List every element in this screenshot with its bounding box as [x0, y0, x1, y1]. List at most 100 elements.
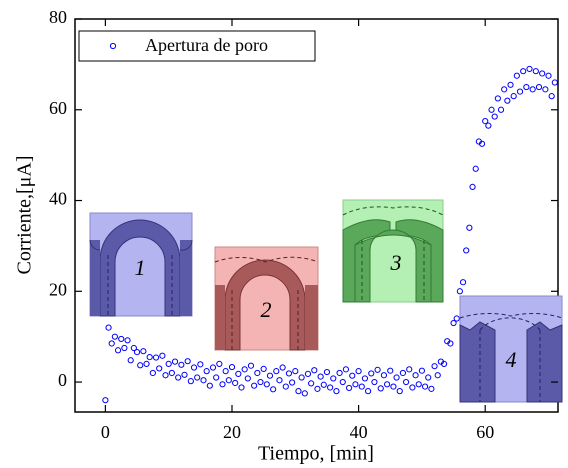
- data-point: [149, 369, 156, 377]
- plot-frame: [74, 18, 559, 413]
- data-point: [491, 113, 498, 120]
- data-point: [137, 362, 144, 369]
- data-point: [494, 95, 501, 102]
- inset-3: 3: [342, 199, 444, 303]
- data-point: [352, 381, 359, 388]
- inset-label: 4: [506, 347, 517, 372]
- data-point: [364, 388, 372, 395]
- data-point: [257, 378, 264, 386]
- x-axis-label: Tiempo, [min]: [258, 443, 374, 465]
- data-point: [323, 368, 331, 376]
- data-point: [406, 366, 413, 373]
- data-point: [190, 364, 198, 371]
- y-tick-label: 20: [49, 279, 67, 299]
- y-axis-label: Corriente,[μA]: [14, 155, 36, 274]
- data-point: [529, 86, 536, 93]
- data-point: [383, 381, 391, 388]
- data-point: [127, 357, 134, 364]
- data-point: [311, 367, 318, 374]
- data-point: [380, 372, 388, 379]
- data-point: [247, 362, 255, 369]
- data-point: [111, 333, 118, 340]
- data-point: [276, 377, 283, 384]
- data-point: [260, 365, 267, 372]
- x-tick-label: 0: [101, 422, 110, 442]
- data-point: [266, 372, 274, 379]
- data-point: [105, 324, 112, 331]
- data-point: [289, 379, 296, 386]
- data-point: [339, 378, 346, 386]
- data-point: [456, 288, 463, 295]
- data-point: [342, 366, 350, 373]
- data-point: [358, 383, 365, 390]
- inset-label: 3: [390, 250, 402, 275]
- data-point: [488, 106, 495, 113]
- data-point: [118, 335, 125, 343]
- inset-2: 2: [214, 246, 319, 351]
- data-point: [374, 366, 381, 373]
- data-point: [428, 385, 435, 392]
- data-point: [251, 382, 258, 389]
- data-point: [513, 72, 520, 79]
- data-point: [216, 360, 223, 367]
- legend-marker: [109, 42, 117, 50]
- data-point: [295, 388, 302, 395]
- y-tick-label: 80: [49, 7, 67, 27]
- data-point: [114, 347, 122, 354]
- y-tick-label: 40: [49, 189, 67, 209]
- data-point: [469, 183, 476, 191]
- data-point: [298, 374, 305, 381]
- data-point: [450, 319, 457, 327]
- data-point: [425, 374, 432, 381]
- data-point: [156, 365, 163, 372]
- data-point: [507, 81, 514, 88]
- data-point: [194, 374, 201, 381]
- data-point: [526, 65, 533, 73]
- x-tick-label: 20: [223, 422, 241, 442]
- data-point: [175, 374, 182, 381]
- data-point: [228, 363, 236, 371]
- data-point: [409, 384, 416, 391]
- y-tick-label: 60: [49, 98, 67, 118]
- data-point: [535, 83, 543, 91]
- data-point: [238, 384, 245, 391]
- data-point: [501, 86, 508, 93]
- legend: Apertura de poro: [78, 30, 316, 62]
- data-point: [102, 397, 109, 404]
- data-point: [336, 369, 343, 377]
- data-point: [393, 374, 400, 381]
- data-point: [327, 384, 334, 391]
- data-point: [551, 79, 558, 86]
- data-point: [346, 384, 353, 392]
- data-point: [140, 348, 147, 355]
- data-point: [396, 388, 403, 395]
- data-point: [539, 70, 546, 77]
- data-point: [197, 361, 204, 368]
- data-point: [108, 340, 115, 347]
- data-point: [213, 374, 220, 381]
- data-point: [516, 88, 524, 95]
- data-point: [478, 140, 486, 147]
- data-point: [171, 358, 179, 365]
- x-tick-label: 40: [350, 422, 368, 442]
- data-point: [187, 378, 194, 385]
- data-point: [412, 372, 419, 379]
- data-point: [206, 382, 213, 389]
- data-point: [263, 381, 270, 388]
- data-point: [181, 371, 188, 378]
- data-point: [219, 381, 226, 388]
- data-point: [124, 337, 131, 344]
- inset-label: 2: [261, 297, 272, 322]
- data-point: [222, 368, 229, 375]
- data-point: [523, 83, 530, 91]
- data-point: [152, 354, 160, 361]
- data-point: [545, 72, 552, 79]
- data-point: [504, 97, 511, 104]
- data-point: [159, 352, 166, 359]
- data-point: [317, 373, 324, 380]
- data-point: [209, 364, 217, 371]
- data-point: [361, 375, 369, 382]
- data-point: [453, 315, 460, 322]
- y-tick-label: 0: [58, 370, 67, 390]
- data-point: [133, 348, 141, 356]
